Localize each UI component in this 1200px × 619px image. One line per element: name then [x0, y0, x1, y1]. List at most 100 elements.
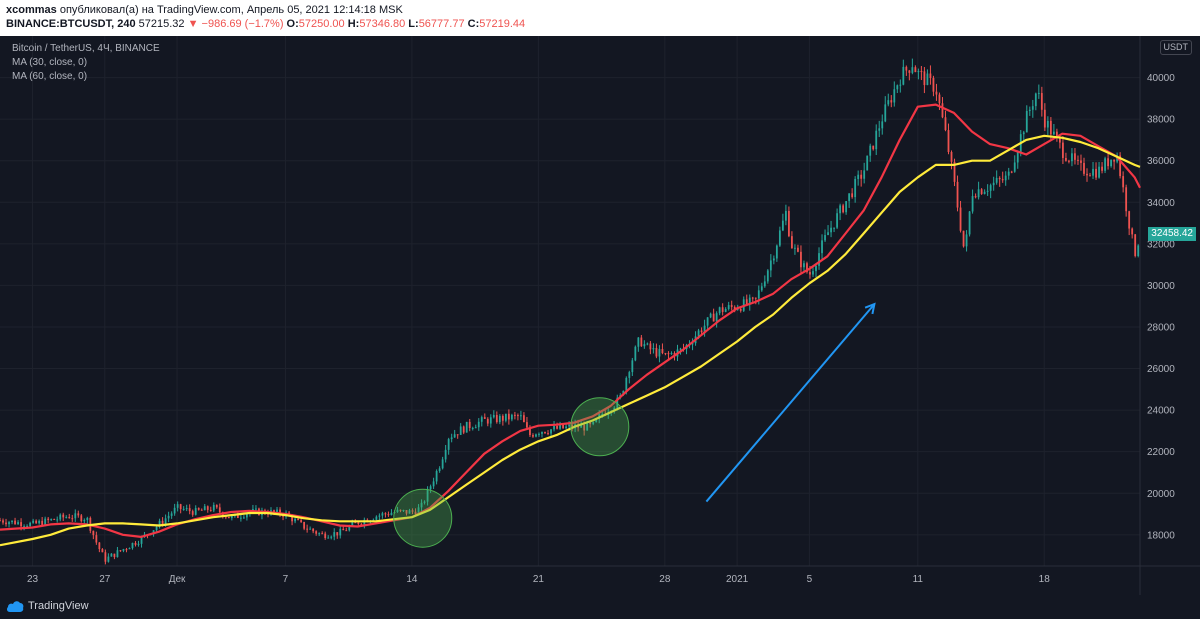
candle-body	[649, 343, 652, 350]
candle-body	[625, 377, 628, 392]
crossover-circle	[393, 488, 453, 548]
candle-body	[239, 517, 242, 519]
candle-body	[345, 530, 348, 532]
candle-body	[905, 66, 908, 71]
candle-body	[1034, 93, 1037, 107]
legend-ma30[interactable]: MA (30, close, 0)	[12, 57, 88, 68]
candle-body	[107, 556, 110, 562]
candle-body	[173, 507, 176, 514]
candle-body	[95, 535, 98, 543]
candle-body	[1055, 131, 1058, 137]
symbol-label: BINANCE:BTCUSDT, 240	[6, 18, 136, 30]
candle-body	[44, 518, 47, 526]
candle-body	[209, 509, 212, 511]
author-name[interactable]: xcommas	[6, 4, 57, 16]
candle-body	[483, 417, 486, 419]
candle-body	[754, 297, 757, 299]
candle-body	[396, 509, 399, 512]
candle-body	[86, 517, 89, 521]
candle-body	[2, 520, 4, 523]
candle-body	[523, 415, 525, 423]
candle-body	[312, 528, 315, 532]
candle-body	[399, 509, 402, 511]
candle-body	[191, 511, 194, 515]
candle-body	[348, 526, 351, 531]
price-axis-label: 32000	[1147, 239, 1175, 250]
candle-body	[218, 507, 221, 513]
candle-body	[769, 260, 772, 271]
candle-body	[863, 170, 866, 179]
candle-body	[155, 526, 158, 531]
price-axis-label: 36000	[1147, 156, 1175, 167]
candle-body	[489, 417, 492, 424]
trend-arrow-shaft	[705, 303, 876, 503]
candle-body	[41, 520, 44, 526]
candle-body	[1077, 159, 1079, 161]
candle-body	[646, 343, 649, 345]
legend-ma60[interactable]: MA (60, close, 0)	[12, 71, 88, 82]
chart-canvas[interactable]: 18000 20000 22000 24000 26000 28000 30000 32000…	[0, 36, 1200, 595]
candle-body	[1013, 162, 1016, 172]
chart-pane[interactable]: 18000 20000 22000 24000 26000 28000 30000 32000…	[0, 36, 1200, 595]
candle-body	[98, 542, 101, 550]
candle-body	[532, 435, 534, 437]
candle-body	[866, 155, 869, 171]
candle-body	[357, 522, 360, 525]
candle-body	[592, 422, 595, 425]
candle-body	[763, 281, 766, 287]
tradingview-logo[interactable]: TradingView	[6, 599, 89, 613]
publisher-line: xcommas опубликовал(а) на TradingView.co…	[6, 4, 403, 16]
candle-body	[176, 504, 179, 508]
candle-body	[164, 518, 167, 524]
time-axis-label: 18	[1039, 574, 1051, 585]
footer-bar: TradingView	[0, 595, 1200, 619]
candle-body	[815, 265, 817, 272]
candle-body	[989, 185, 992, 191]
candle-body	[492, 415, 495, 418]
candle-body	[962, 230, 965, 247]
price-axis-label: 22000	[1147, 447, 1175, 458]
candle-body	[1028, 109, 1031, 111]
ma60-line	[0, 134, 1141, 547]
candle-body	[998, 178, 1001, 180]
candle-body	[68, 517, 71, 519]
candle-body	[1052, 131, 1055, 135]
candle-body	[203, 506, 206, 511]
currency-badge[interactable]: USDT	[1159, 40, 1192, 55]
candle-body	[468, 421, 471, 429]
candle-body	[881, 121, 884, 129]
candle-body	[167, 515, 170, 519]
candle-body	[788, 210, 790, 237]
candle-body	[303, 521, 306, 529]
candle-body	[179, 504, 182, 510]
time-axis-label: 11	[913, 574, 924, 585]
candle-body	[929, 73, 932, 78]
candle-body	[462, 426, 465, 433]
candle-body	[300, 520, 303, 522]
candle-body	[541, 431, 543, 434]
candle-body	[351, 522, 354, 527]
candle-body	[848, 193, 851, 202]
candle-body	[444, 449, 447, 460]
candle-body	[1101, 166, 1103, 171]
candle-body	[17, 522, 19, 525]
candle-body	[643, 344, 646, 347]
candle-body	[65, 517, 68, 519]
candle-body	[1007, 171, 1010, 176]
candle-body	[1049, 120, 1052, 135]
candle-body	[507, 413, 510, 420]
candle-body	[441, 459, 444, 469]
candle-body	[842, 205, 845, 213]
candle-body	[965, 234, 968, 247]
candle-body	[29, 522, 32, 527]
candle-body	[745, 299, 748, 305]
candle-body	[420, 502, 423, 508]
candle-body	[119, 550, 122, 552]
candle-body	[56, 519, 59, 521]
candle-body	[1110, 159, 1112, 167]
candle-body	[974, 196, 977, 198]
candle-body	[878, 128, 881, 131]
trend-arrow-head	[864, 302, 876, 315]
candle-body	[1083, 162, 1085, 174]
candle-body	[1031, 106, 1034, 110]
